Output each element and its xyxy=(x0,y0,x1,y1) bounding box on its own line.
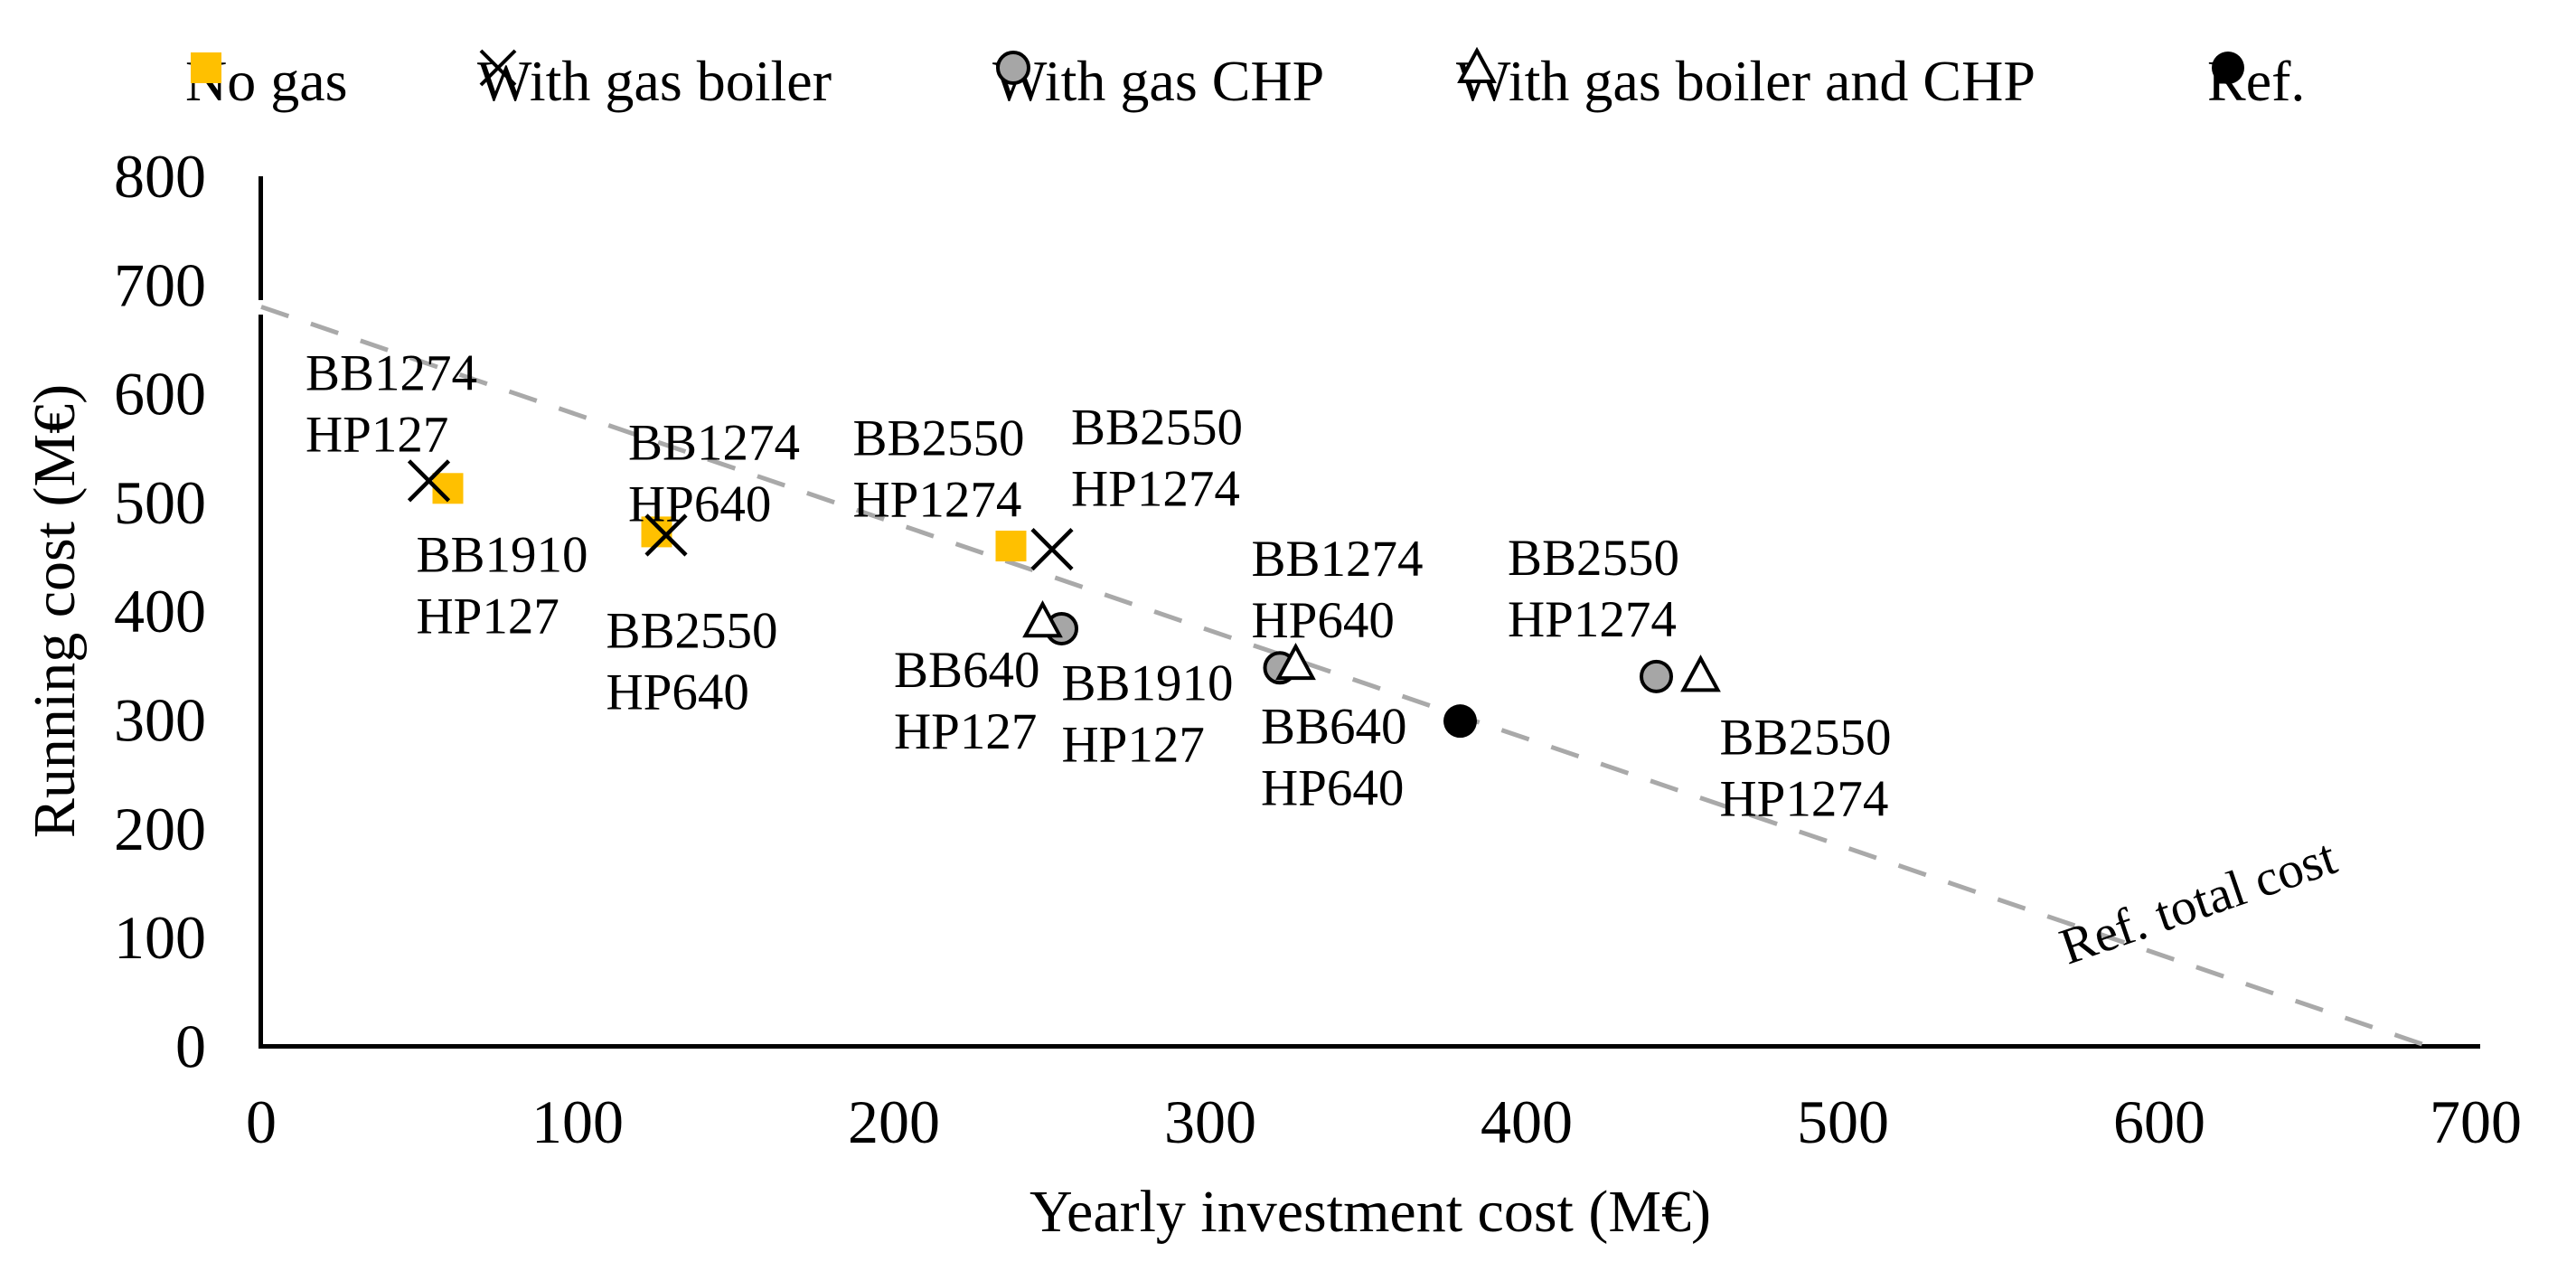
point-label: BB2550 HP640 xyxy=(606,603,778,721)
point-ref-dot xyxy=(1443,704,1477,739)
point-label: BB1274 HP640 xyxy=(1252,531,1424,649)
circle-marker-icon xyxy=(996,51,1030,85)
ref-total-cost-line xyxy=(260,305,2430,1049)
point-label: BB640 HP127 xyxy=(894,642,1040,760)
y-tick-label: 200 xyxy=(114,795,206,863)
y-tick-label: 700 xyxy=(114,250,206,319)
ref-line-label: Ref. total cost xyxy=(2053,828,2344,975)
legend-label: With gas boiler xyxy=(477,49,832,113)
x-tick-label: 500 xyxy=(1797,1087,1889,1156)
point-triangle xyxy=(1680,654,1721,692)
legend-item-with-gas-boiler: With gas boiler xyxy=(477,47,832,116)
point-x xyxy=(407,459,451,503)
y-tick-label: 500 xyxy=(114,468,206,537)
x-tick-label: 600 xyxy=(2113,1087,2205,1156)
legend-label: With gas boiler and CHP xyxy=(1456,49,2035,113)
y-tick-label: 400 xyxy=(114,577,206,645)
x-tick-label: 0 xyxy=(246,1087,277,1156)
point-label: BB640 HP640 xyxy=(1261,698,1407,816)
point-label: BB2550 HP1274 xyxy=(1720,709,1892,827)
point-label: BB1274 HP640 xyxy=(628,415,800,533)
legend-item-with-gas-chp: With gas CHP xyxy=(992,47,1324,116)
legend-item-with-gas-boiler-and-chp: With gas boiler and CHP xyxy=(1456,47,2035,116)
y-tick-label: 600 xyxy=(114,360,206,428)
square-marker-icon xyxy=(191,52,221,83)
point-label: BB2550 HP1274 xyxy=(853,410,1025,529)
point-label: BB1910 HP127 xyxy=(1062,654,1234,773)
x-tick-label: 700 xyxy=(2430,1087,2522,1156)
legend-item-ref: Ref. xyxy=(2207,47,2305,116)
y-tick-label: 300 xyxy=(114,685,206,754)
x-tick-label: 400 xyxy=(1481,1087,1573,1156)
legend-label: With gas CHP xyxy=(992,49,1325,113)
point-triangle xyxy=(1022,600,1063,638)
point-square xyxy=(995,531,1027,562)
point-triangle xyxy=(1275,642,1316,681)
y-tick-label: 800 xyxy=(114,142,206,211)
legend: No gas With gas boiler With gas CHP With… xyxy=(0,0,2576,136)
legend-item-no-gas: No gas xyxy=(185,47,348,116)
point-label: BB1910 HP127 xyxy=(417,526,588,645)
point-circle xyxy=(1640,659,1673,693)
y-axis-title: Running cost (M€) xyxy=(22,384,88,838)
x-tick-label: 300 xyxy=(1164,1087,1256,1156)
x-tick-label: 100 xyxy=(531,1087,624,1156)
x-tick-label: 200 xyxy=(848,1087,940,1156)
triangle-marker-icon xyxy=(1457,47,1497,83)
x-marker-icon xyxy=(479,49,517,87)
x-axis-title: Yearly investment cost (M€) xyxy=(1029,1179,1711,1245)
point-x xyxy=(644,513,688,557)
point-x xyxy=(1030,528,1074,571)
point-label: BB2550 HP1274 xyxy=(1508,530,1679,648)
dot-marker-icon xyxy=(2212,52,2244,84)
point-label: BB2550 HP1274 xyxy=(1071,400,1243,518)
y-tick-label: 100 xyxy=(114,903,206,972)
y-tick-label: 0 xyxy=(175,1012,206,1080)
point-label: BB1274 HP127 xyxy=(306,345,477,464)
